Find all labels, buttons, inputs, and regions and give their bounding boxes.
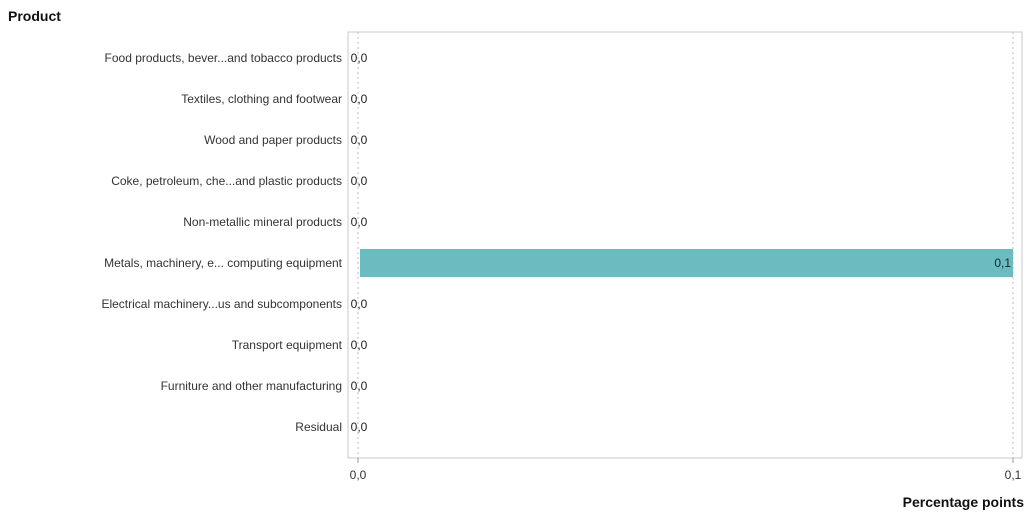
bar-value-label: 0,0 [351,379,368,393]
bar-value-label: 0,0 [351,420,368,434]
bar-value-label: 0,0 [351,133,368,147]
category-label: Textiles, clothing and footwear [181,92,342,106]
plot-frame [347,31,1023,459]
category-label: Non-metallic mineral products [183,215,342,229]
x-axis-title: Percentage points [902,494,1024,510]
bar-value-label: 0,0 [351,338,368,352]
bar-value-label: 0,0 [351,215,368,229]
category-label: Metals, machinery, e... computing equipm… [104,256,343,270]
bar-value-label: 0,0 [351,51,368,65]
bar [360,249,1013,277]
category-label: Residual [295,420,342,434]
category-label: Food products, bever...and tobacco produ… [105,51,342,65]
bar-value-label: 0,0 [351,174,368,188]
bar-value-label: 0,0 [351,297,368,311]
x-tick-label: 0,0 [350,468,367,482]
category-label: Wood and paper products [204,133,342,147]
category-label: Coke, petroleum, che...and plastic produ… [111,174,342,188]
category-label: Furniture and other manufacturing [161,379,342,393]
category-label: Electrical machinery...us and subcompone… [101,297,342,311]
bar-value-label: 0,1 [994,256,1011,270]
x-tick-label: 0,1 [1005,468,1022,482]
y-axis-title: Product [8,8,61,24]
category-label: Transport equipment [232,338,343,352]
bar-value-label: 0,0 [351,92,368,106]
